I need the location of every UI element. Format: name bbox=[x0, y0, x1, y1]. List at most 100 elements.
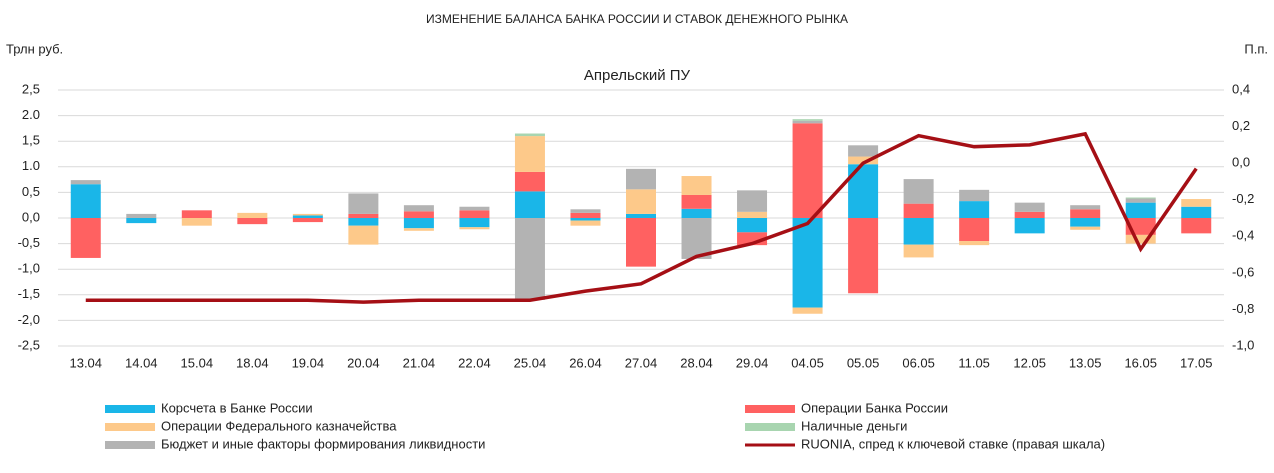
x-tick-label: 15.04 bbox=[181, 355, 214, 370]
bar bbox=[1125, 202, 1156, 218]
y-tick-label: 2.0 bbox=[22, 107, 40, 122]
bar bbox=[514, 218, 545, 300]
bar bbox=[570, 220, 601, 226]
bar bbox=[70, 218, 101, 258]
bar bbox=[903, 244, 934, 258]
x-tick-label: 16.05 bbox=[1124, 355, 1157, 370]
legend-label: Операции Федерального казначейства bbox=[161, 418, 397, 433]
legend-swatch bbox=[105, 441, 155, 449]
x-tick-label: 04.05 bbox=[791, 355, 824, 370]
bar bbox=[514, 191, 545, 218]
bar bbox=[570, 209, 601, 213]
line bbox=[85, 131, 1198, 304]
x-tick-label: 20.04 bbox=[347, 355, 380, 370]
x-tick-label: 17.05 bbox=[1180, 355, 1213, 370]
bar bbox=[959, 241, 990, 246]
x-tick-label: 13.04 bbox=[69, 355, 102, 370]
bar bbox=[348, 218, 379, 226]
bar bbox=[348, 213, 379, 218]
bar bbox=[292, 218, 323, 223]
bar bbox=[903, 203, 934, 218]
bar bbox=[626, 218, 656, 267]
y2-tick-label: -1,0 bbox=[1232, 337, 1254, 352]
bar bbox=[459, 218, 490, 228]
bar bbox=[70, 184, 101, 218]
legend-label: Наличные деньги bbox=[801, 418, 907, 433]
bar bbox=[126, 213, 157, 218]
x-tick-label: 18.04 bbox=[236, 355, 269, 370]
x-tick-label: 14.04 bbox=[125, 355, 158, 370]
bar bbox=[514, 136, 545, 172]
bar bbox=[292, 215, 323, 218]
bar bbox=[681, 218, 712, 259]
bar bbox=[1181, 218, 1212, 234]
y-axis-label: Трлн руб. bbox=[6, 41, 63, 56]
bar bbox=[459, 227, 490, 230]
bar bbox=[848, 156, 879, 165]
legend-label: Корсчета в Банке России bbox=[161, 400, 313, 415]
bar bbox=[792, 123, 823, 218]
bar bbox=[1181, 199, 1212, 207]
bar bbox=[959, 201, 990, 218]
legend-label: Операции Банка России bbox=[801, 400, 948, 415]
bar bbox=[570, 212, 601, 218]
bar bbox=[459, 206, 490, 211]
bar bbox=[237, 218, 268, 225]
bar bbox=[348, 193, 379, 214]
x-tick-label: 13.05 bbox=[1069, 355, 1102, 370]
y2-tick-label: -0,2 bbox=[1232, 191, 1254, 206]
bar bbox=[403, 228, 434, 231]
y-tick-label: -1,5 bbox=[18, 286, 40, 301]
y2-tick-label: -0,6 bbox=[1232, 264, 1254, 279]
y-tick-label: 1,5 bbox=[22, 133, 40, 148]
bar bbox=[737, 218, 768, 233]
bar bbox=[903, 179, 934, 204]
y-tick-label: -2,5 bbox=[18, 337, 40, 352]
bar bbox=[792, 218, 823, 308]
x-tick-label: 19.04 bbox=[292, 355, 325, 370]
bar bbox=[403, 211, 434, 218]
y-tick-label: -2,0 bbox=[18, 312, 40, 327]
bar bbox=[459, 210, 490, 218]
legend-label: Бюджет и иные факторы формирования ликви… bbox=[161, 436, 485, 451]
bar bbox=[181, 218, 212, 226]
bar bbox=[626, 213, 656, 218]
bar bbox=[1014, 211, 1045, 218]
bar bbox=[1125, 234, 1156, 244]
bar bbox=[792, 119, 823, 121]
bar bbox=[1014, 202, 1045, 212]
bar bbox=[292, 213, 323, 216]
bar bbox=[1125, 197, 1156, 199]
legend-swatch bbox=[745, 423, 795, 431]
y2-axis-label: П.п. bbox=[1244, 41, 1268, 56]
bar bbox=[959, 218, 990, 242]
bar bbox=[237, 212, 268, 218]
bar bbox=[903, 218, 934, 245]
chart-subtitle: Апрельский ПУ bbox=[584, 67, 691, 84]
bar bbox=[626, 189, 656, 214]
x-tick-label: 26.04 bbox=[569, 355, 602, 370]
y2-tick-label: -0,4 bbox=[1232, 228, 1254, 243]
bar bbox=[514, 133, 545, 137]
bar bbox=[181, 210, 212, 218]
bar bbox=[70, 180, 101, 185]
bar bbox=[681, 176, 712, 195]
y2-tick-label: 0,4 bbox=[1232, 81, 1250, 96]
bar bbox=[403, 205, 434, 212]
x-tick-label: 22.04 bbox=[458, 355, 491, 370]
legend-swatch bbox=[105, 405, 155, 413]
chart-title: ИЗМЕНЕНИЕ БАЛАНСА БАНКА РОССИИ И СТАВОК … bbox=[426, 12, 848, 26]
y-tick-label: 0,0 bbox=[22, 209, 40, 224]
bar bbox=[1070, 205, 1101, 210]
y-tick-label: -1,0 bbox=[18, 261, 40, 276]
x-tick-label: 27.04 bbox=[625, 355, 658, 370]
bar bbox=[681, 208, 712, 218]
bar bbox=[348, 225, 379, 245]
bar bbox=[1014, 218, 1045, 234]
bar bbox=[626, 168, 656, 190]
y2-tick-label: 0,2 bbox=[1232, 118, 1250, 133]
y-tick-label: 2,5 bbox=[22, 81, 40, 96]
x-tick-label: 28.04 bbox=[680, 355, 713, 370]
bar bbox=[737, 190, 768, 212]
